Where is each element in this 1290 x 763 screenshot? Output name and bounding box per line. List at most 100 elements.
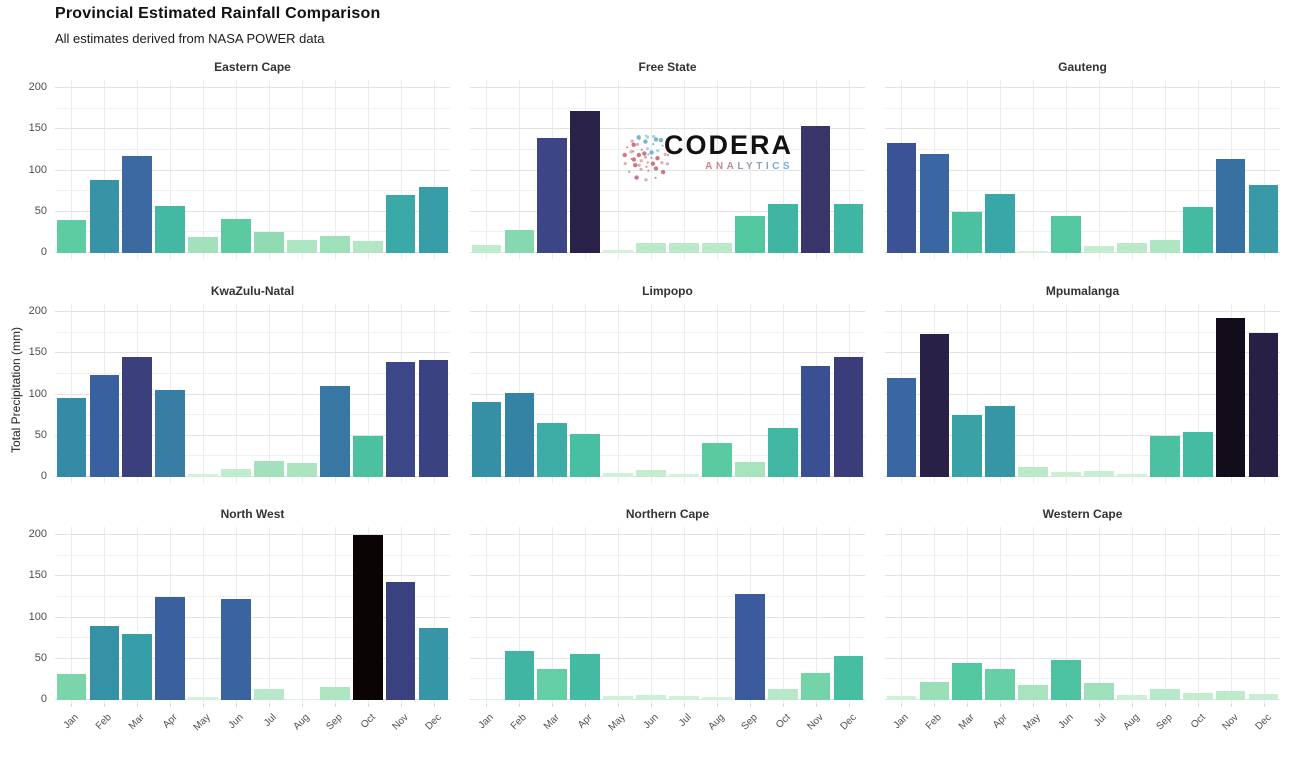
bar [188,236,218,253]
gridline-minor [470,554,865,556]
bar [952,662,983,700]
codera-logo-text: CODERA ANALYTICS [664,132,793,172]
facet-panel [55,527,450,706]
gridline-major [470,311,865,312]
y-tick-label: 150 [28,569,47,582]
globe-dot [633,163,638,168]
gridline-major [470,393,865,395]
gridline-major [885,476,1280,477]
codera-logo: CODERA ANALYTICS [616,121,793,189]
analytics-letter: A [726,161,738,172]
chart-subtitle: All estimates derived from NASA POWER da… [55,31,325,46]
gridline-minor [470,595,865,597]
bar [734,462,765,477]
facet-panel [55,304,450,483]
bar [833,203,864,253]
bar [1084,471,1114,477]
codera-analytics-label: ANALYTICS [664,162,793,172]
bar [319,386,350,477]
globe-dot [646,161,649,164]
gridline-major [885,87,1280,88]
gridline-minor [470,637,865,639]
gridline-minor [55,554,450,556]
bar [952,415,983,477]
facet-title: North West [220,507,285,521]
bar [504,229,535,253]
gridline-major [470,210,865,212]
globe-dot [649,150,654,155]
bar [603,695,633,700]
globe-dot [634,175,639,180]
bar [254,232,284,253]
bar [385,195,416,253]
x-tick-mark [901,704,903,707]
x-tick-mark [1164,704,1166,707]
globe-dot [658,137,664,143]
gridline-major [55,434,450,436]
bar [1084,246,1114,253]
globe-dot [665,162,670,166]
x-tick-mark [1131,704,1133,707]
gridline-major [470,616,865,618]
gridline-major [470,128,865,130]
bar [319,235,350,253]
bar [1051,659,1081,700]
bar [985,193,1016,253]
gridline-major [55,699,450,700]
gridline-major [885,210,1280,212]
facet-title: Limpopo [642,284,693,298]
bar [56,397,87,477]
bar [471,244,502,253]
gridline-major [470,252,865,253]
gridline-major [55,210,450,212]
bar [122,357,153,477]
bar [352,240,383,253]
globe-dot [644,178,648,182]
gridline-minor [55,107,450,109]
bar [418,187,449,253]
bar [254,689,284,700]
facet-panel [470,527,865,706]
bar [385,582,416,700]
gridline-major [55,352,450,354]
x-tick-mark [519,704,521,707]
bar [800,672,831,700]
bar [221,599,251,700]
gridline-minor [470,148,865,150]
gridline-major [55,476,450,477]
bar [1051,472,1081,477]
x-tick-mark [782,704,784,707]
gridline-minor [55,595,450,597]
bar [636,695,666,700]
y-tick-label: 200 [28,528,47,540]
globe-dot [645,147,650,151]
gridline-major [470,699,865,700]
gridline-minor [885,231,1280,233]
globe-dot [652,143,655,146]
globe-dot [665,145,668,148]
bar [537,422,568,477]
globe-dot [628,170,631,173]
globe-dot [661,144,664,147]
gridline-major [55,657,450,659]
bar [287,239,317,253]
bar [1018,250,1048,253]
bar [570,653,601,700]
bar [669,243,699,253]
globe-dot [663,152,667,157]
bar [122,634,153,700]
x-tick-mark [301,704,303,707]
x-tick-mark [433,704,435,707]
globe-dot [654,176,657,179]
globe-dot [637,163,641,167]
x-tick-mark [585,704,587,707]
globe-dot [655,156,660,161]
x-tick-mark [203,704,205,707]
y-tick-label: 0 [40,693,47,705]
gridline-major [470,575,865,577]
x-tick-mark [815,704,817,707]
bar [952,211,983,253]
bar [155,205,186,253]
bar [767,428,798,477]
